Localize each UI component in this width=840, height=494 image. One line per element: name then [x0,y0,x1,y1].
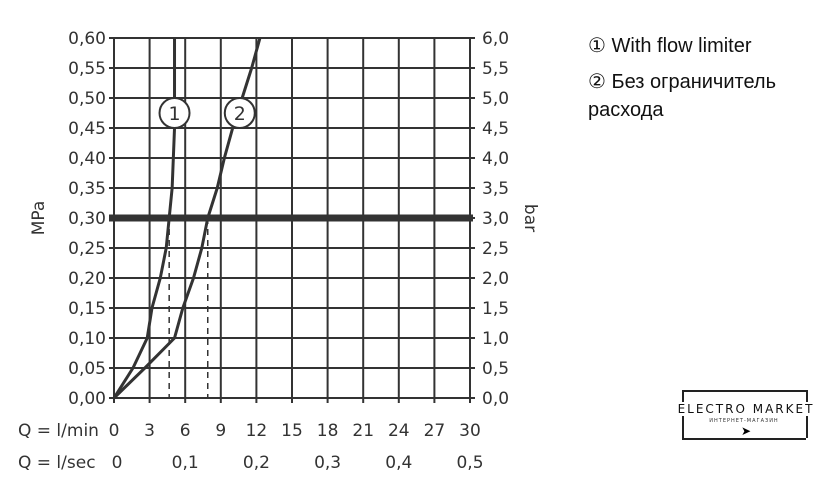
y-right-tick-label: 2,0 [482,269,509,289]
legend-text: With flow limiter [611,35,752,57]
x-tick-label: 6 [180,421,191,441]
y-tick-label: 0,05 [68,359,106,379]
x-tick-label: 0 [109,421,120,441]
x2-tick-label: 0,5 [456,453,483,473]
y-right-tick-label: 4,0 [482,149,509,169]
x-tick-label: 9 [215,421,226,441]
x-tick-label: 27 [424,421,446,441]
y-tick-label: 0,30 [68,209,106,229]
electro-market-logo: ELECTRO MARKET ИНТЕРНЕТ-МАГАЗИН ➤ [666,390,826,440]
y-right-tick-label: 5,0 [482,89,509,109]
x-tick-label: 15 [281,421,303,441]
y-right-tick-label: 1,0 [482,329,509,349]
cursor-icon: ➤ [741,424,752,438]
legend-marker: ② [588,71,606,93]
y-tick-label: 0,25 [68,239,106,259]
x-tick-label: 18 [317,421,339,441]
logo-subtitle: ИНТЕРНЕТ-МАГАЗИН [709,418,779,424]
x-tick-label: 12 [246,421,268,441]
y-right-tick-label: 4,5 [482,119,509,139]
legend-item-2: ② Без ограничитель расхода [588,68,818,124]
y-tick-label: 0,10 [68,329,106,349]
series-label-1: 1 [168,103,180,125]
y-right-tick-label: 5,5 [482,59,509,79]
x-tick-label: 21 [352,421,374,441]
y-right-tick-label: 0,5 [482,359,509,379]
series-marker-1 [158,97,191,129]
y-tick-label: 0,55 [68,59,106,79]
logo-title: ELECTRO MARKET [666,402,826,416]
y-tick-label: 0,60 [68,29,106,49]
series-label-2: 2 [234,103,246,125]
legend-text: Без ограничитель расхода [588,71,776,121]
y-right-tick-label: 3,0 [482,209,509,229]
y-right-tick-label: 6,0 [482,29,509,49]
y-right-axis-label: bar [520,204,540,232]
y-right-tick-label: 3,5 [482,179,509,199]
x2-tick-label: 0 [112,453,123,473]
x-tick-label: 24 [388,421,410,441]
y-right-tick-label: 2,5 [482,239,509,259]
y-tick-label: 0,50 [68,89,106,109]
legend-marker: ① [588,35,606,57]
x2-tick-label: 0,4 [385,453,412,473]
x2-tick-label: 0,1 [172,453,199,473]
series-marker-2 [223,97,256,129]
y-axis-label: MPa [29,201,49,236]
x2-tick-label: 0,3 [314,453,341,473]
legend-item-1: ① With flow limiter [588,32,752,60]
y-tick-label: 0,20 [68,269,106,289]
x2-tick-label: 0,2 [243,453,270,473]
y-tick-label: 0,00 [68,389,106,409]
y-tick-label: 0,45 [68,119,106,139]
y-tick-label: 0,15 [68,299,106,319]
x-tick-label: 30 [459,421,481,441]
y-right-tick-label: 0,0 [482,389,509,409]
y-right-tick-label: 1,5 [482,299,509,319]
x2-axis-label: Q = l/sec [18,453,96,473]
x-axis-label: Q = l/min [18,421,99,441]
y-tick-label: 0,40 [68,149,106,169]
x-tick-label: 3 [144,421,155,441]
y-tick-label: 0,35 [68,179,106,199]
